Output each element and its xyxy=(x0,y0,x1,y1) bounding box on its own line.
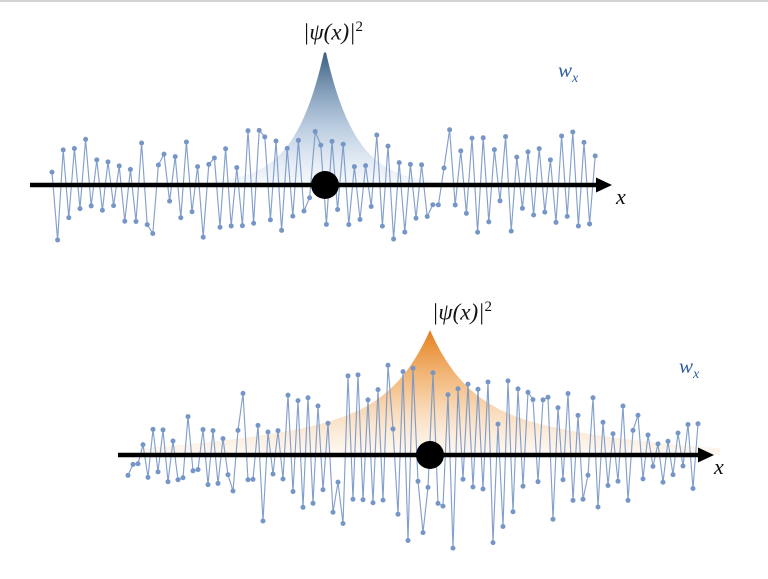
x-axis-arrowhead-top xyxy=(596,177,612,193)
density-label-bottom-exponent: 2 xyxy=(484,299,492,315)
noise-label-bottom-base: w xyxy=(679,354,694,378)
particle-dot-bottom xyxy=(416,441,444,469)
page-top-border xyxy=(0,0,768,2)
x-axis-arrowhead-bottom xyxy=(698,447,714,463)
noise-label-bottom-sub: x xyxy=(693,367,700,383)
noise-label-top-sub: x xyxy=(572,71,579,87)
density-label-top-exponent: 2 xyxy=(355,19,363,35)
density-peak-bottom xyxy=(140,330,720,455)
noise-label-top-base: w xyxy=(558,58,573,82)
x-axis-label-bottom: x xyxy=(714,454,724,479)
panel-top xyxy=(30,52,612,243)
density-label-bottom: |ψ(x)|2 xyxy=(432,300,492,324)
particle-dot-top xyxy=(311,171,339,199)
panel-bottom xyxy=(118,330,720,551)
density-label-bottom-text: |ψ(x)| xyxy=(432,299,485,325)
density-peak-top xyxy=(200,52,450,185)
noise-label-top: wx xyxy=(558,60,578,86)
noise-signal-bottom xyxy=(125,362,701,551)
density-label-top: |ψ(x)|2 xyxy=(303,20,363,44)
density-label-top-text: |ψ(x)| xyxy=(303,19,356,45)
noise-label-bottom: wx xyxy=(679,356,699,382)
x-axis-label-top: x xyxy=(616,184,626,209)
